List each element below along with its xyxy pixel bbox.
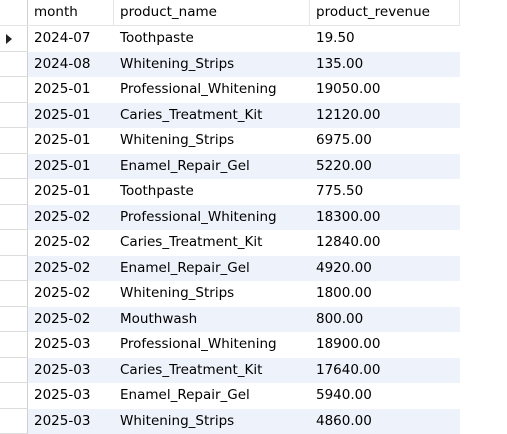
row-selector[interactable]: [0, 383, 28, 409]
current-row-arrow-icon: [6, 34, 12, 44]
cell-product-name[interactable]: Caries_Treatment_Kit: [114, 358, 310, 384]
cell-product-revenue[interactable]: 5220.00: [310, 154, 460, 180]
row-selector[interactable]: [0, 205, 28, 231]
cell-product-revenue[interactable]: 4920.00: [310, 256, 460, 282]
row-indicator-header[interactable]: [0, 0, 28, 25]
cell-product-revenue[interactable]: 800.00: [310, 307, 460, 333]
row-selector[interactable]: [0, 154, 28, 180]
cell-month[interactable]: 2025-03: [28, 358, 114, 384]
cell-product-name[interactable]: Caries_Treatment_Kit: [114, 103, 310, 129]
cell-product-revenue[interactable]: 18900.00: [310, 332, 460, 358]
cell-month[interactable]: 2025-01: [28, 179, 114, 205]
cell-product-revenue[interactable]: 12120.00: [310, 103, 460, 129]
cell-product-revenue[interactable]: 6975.00: [310, 128, 460, 154]
row-selector[interactable]: [0, 230, 28, 256]
row-selector[interactable]: [0, 409, 28, 434]
cell-month[interactable]: 2024-08: [28, 52, 114, 78]
column-header-product-revenue[interactable]: product_revenue: [310, 0, 460, 25]
cell-product-revenue[interactable]: 18300.00: [310, 205, 460, 231]
row-selector[interactable]: [0, 52, 28, 78]
row-selector[interactable]: [0, 77, 28, 103]
cell-product-name[interactable]: Toothpaste: [114, 26, 310, 52]
cell-month[interactable]: 2025-02: [28, 307, 114, 333]
cell-month[interactable]: 2025-03: [28, 409, 114, 434]
cell-product-revenue[interactable]: 19050.00: [310, 77, 460, 103]
cell-month[interactable]: 2025-02: [28, 230, 114, 256]
cell-month[interactable]: 2025-03: [28, 332, 114, 358]
cell-product-name[interactable]: Enamel_Repair_Gel: [114, 256, 310, 282]
cell-product-name[interactable]: Whitening_Strips: [114, 52, 310, 78]
cell-product-revenue[interactable]: 1800.00: [310, 281, 460, 307]
cell-product-revenue[interactable]: 5940.00: [310, 383, 460, 409]
row-selector[interactable]: [0, 103, 28, 129]
cell-product-name[interactable]: Caries_Treatment_Kit: [114, 230, 310, 256]
cell-product-name[interactable]: Professional_Whitening: [114, 205, 310, 231]
cell-product-name[interactable]: Toothpaste: [114, 179, 310, 205]
row-selector[interactable]: [0, 179, 28, 205]
row-selector[interactable]: [0, 256, 28, 282]
cell-product-revenue[interactable]: 135.00: [310, 52, 460, 78]
row-selector[interactable]: [0, 307, 28, 333]
row-selector[interactable]: [0, 332, 28, 358]
cell-month[interactable]: 2025-02: [28, 281, 114, 307]
column-header-month[interactable]: month: [28, 0, 114, 25]
cell-month[interactable]: 2025-02: [28, 205, 114, 231]
row-selector[interactable]: [0, 358, 28, 384]
cell-product-name[interactable]: Whitening_Strips: [114, 281, 310, 307]
cell-product-name[interactable]: Enamel_Repair_Gel: [114, 154, 310, 180]
cell-product-revenue[interactable]: 4860.00: [310, 409, 460, 434]
cell-product-name[interactable]: Professional_Whitening: [114, 77, 310, 103]
column-header-product-name[interactable]: product_name: [114, 0, 310, 25]
cell-month[interactable]: 2025-01: [28, 103, 114, 129]
cell-month[interactable]: 2025-02: [28, 256, 114, 282]
cell-product-name[interactable]: Whitening_Strips: [114, 128, 310, 154]
cell-month[interactable]: 2024-07: [28, 26, 114, 52]
cell-product-name[interactable]: Mouthwash: [114, 307, 310, 333]
cell-product-revenue[interactable]: 775.50: [310, 179, 460, 205]
grid-header-row: month product_name product_revenue: [0, 0, 460, 26]
cell-month[interactable]: 2025-01: [28, 77, 114, 103]
cell-product-revenue[interactable]: 12840.00: [310, 230, 460, 256]
cell-month[interactable]: 2025-01: [28, 128, 114, 154]
cell-product-revenue[interactable]: 17640.00: [310, 358, 460, 384]
cell-product-name[interactable]: Whitening_Strips: [114, 409, 310, 434]
cell-month[interactable]: 2025-01: [28, 154, 114, 180]
row-selector[interactable]: [0, 281, 28, 307]
cell-product-revenue[interactable]: 19.50: [310, 26, 460, 52]
cell-product-name[interactable]: Professional_Whitening: [114, 332, 310, 358]
cell-month[interactable]: 2025-03: [28, 383, 114, 409]
cell-product-name[interactable]: Enamel_Repair_Gel: [114, 383, 310, 409]
row-selector[interactable]: [0, 26, 28, 52]
row-selector[interactable]: [0, 128, 28, 154]
